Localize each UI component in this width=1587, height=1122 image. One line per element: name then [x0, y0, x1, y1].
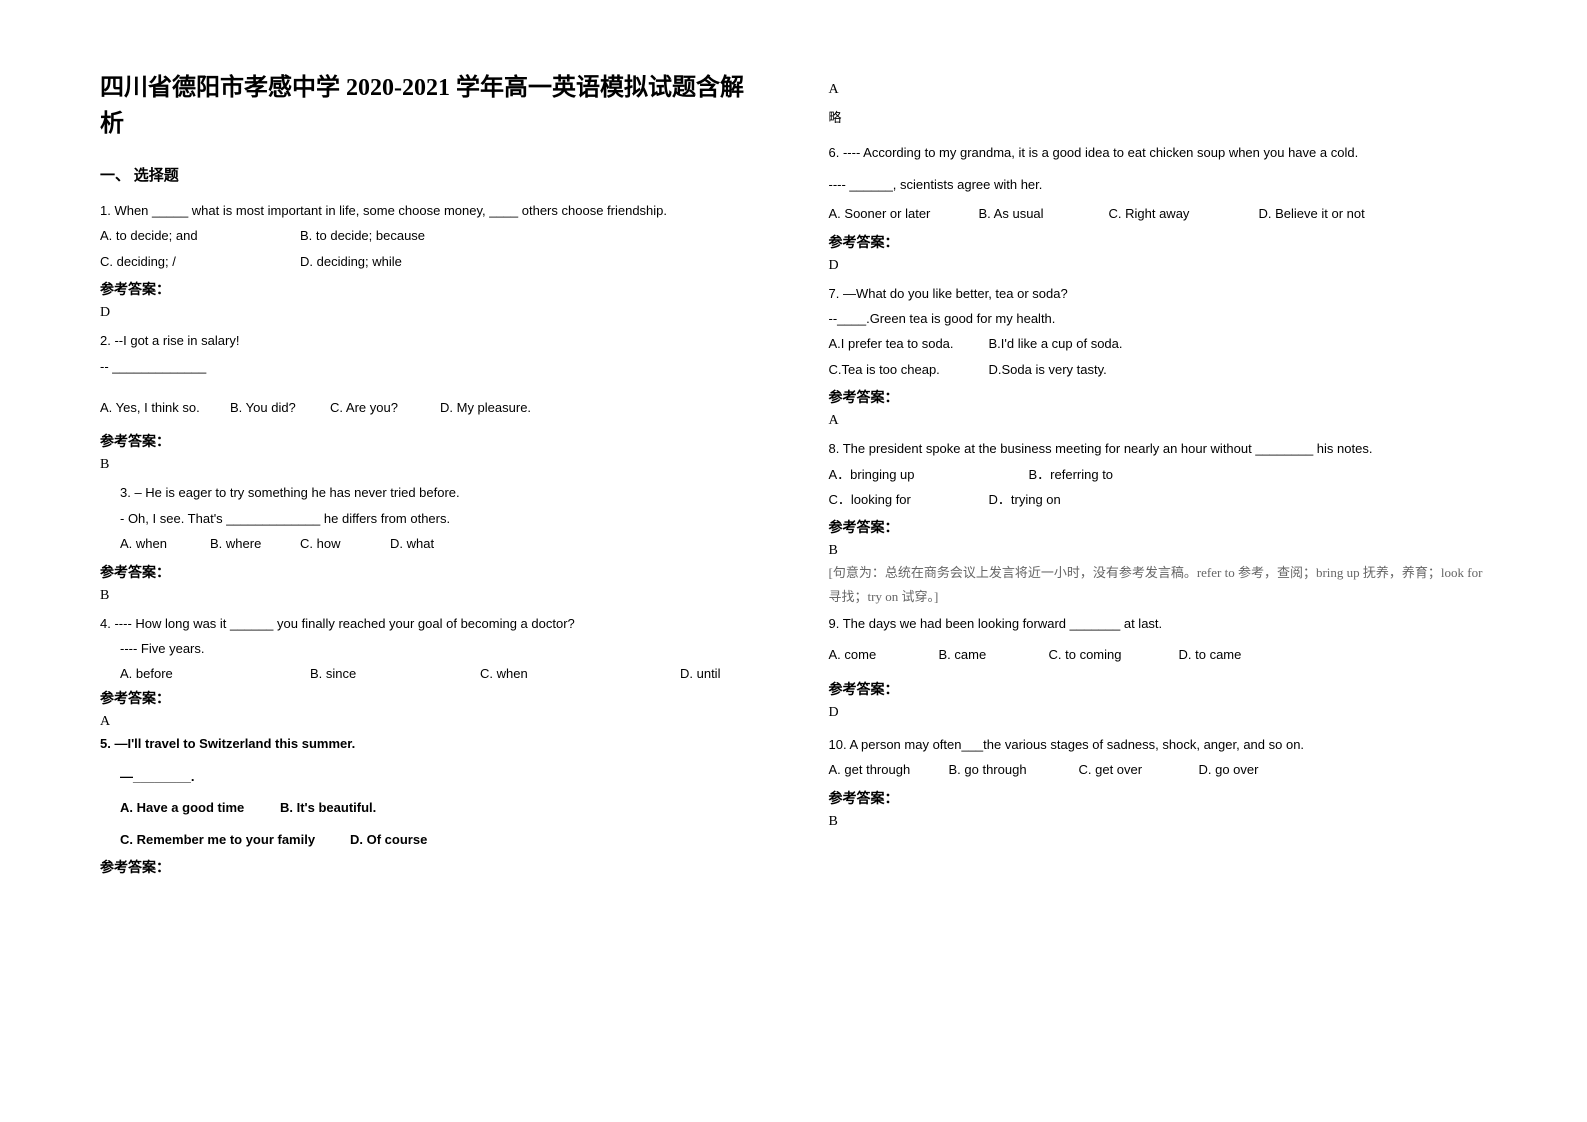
answer-label: 参考答案：	[829, 232, 1488, 252]
answer-label: 参考答案：	[100, 688, 759, 708]
q5-D: D. Of course	[350, 828, 427, 851]
answer-label: 参考答案：	[829, 788, 1488, 808]
q9-B: B. came	[939, 643, 1049, 666]
q6-A: A. Sooner or later	[829, 202, 979, 225]
q10-stem: 10. A person may often___the various sta…	[829, 733, 1488, 756]
main-title: 四川省德阳市孝感中学 2020-2021 学年高一英语模拟试题含解析	[100, 70, 759, 142]
q2-D: D. My pleasure.	[440, 396, 531, 419]
q2-opts: A. Yes, I think so. B. You did? C. Are y…	[100, 396, 759, 419]
q2-line2: -- _____________	[100, 355, 759, 378]
q9-stem: 9. The days we had been looking forward …	[829, 612, 1488, 635]
q8-answer: B	[829, 543, 1488, 559]
q2-line1: 2. --I got a rise in salary!	[100, 329, 759, 352]
q4-A: A. before	[120, 662, 310, 685]
q8-B: B．referring to	[1029, 463, 1114, 486]
q2-A: A. Yes, I think so.	[100, 396, 230, 419]
q6-D: D. Believe it or not	[1259, 202, 1365, 225]
q3-line1: 3. – He is eager to try something he has…	[100, 481, 759, 504]
q4-line2: ---- Five years.	[100, 637, 759, 660]
q10-answer: B	[829, 814, 1488, 830]
q10-A: A. get through	[829, 758, 949, 781]
q5-answer: A	[829, 82, 1488, 98]
q7-line2: --____.Green tea is good for my health.	[829, 307, 1488, 330]
q4-C: C. when	[480, 662, 680, 685]
q3-B: B. where	[210, 532, 300, 555]
q7-A: A.I prefer tea to soda.	[829, 332, 989, 355]
q6-answer: D	[829, 258, 1488, 274]
q8-stem: 8. The president spoke at the business m…	[829, 437, 1488, 460]
answer-label: 参考答案：	[829, 387, 1488, 407]
q4-line1: 4. ---- How long was it ______ you final…	[100, 612, 759, 635]
q7-answer: A	[829, 413, 1488, 429]
q3-line2: - Oh, I see. That's _____________ he dif…	[100, 507, 759, 530]
q4-D: D. until	[680, 662, 720, 685]
q1-stem: 1. When _____ what is most important in …	[100, 199, 759, 222]
q3-C: C. how	[300, 532, 390, 555]
q5-opts-row2: C. Remember me to your family D. Of cour…	[100, 828, 759, 851]
q7-C: C.Tea is too cheap.	[829, 358, 989, 381]
q6-line1: 6. ---- According to my grandma, it is a…	[829, 141, 1488, 164]
q6-C: C. Right away	[1109, 202, 1259, 225]
q3-opts: A. when B. where C. how D. what	[100, 532, 759, 555]
q7-line1: 7. —What do you like better, tea or soda…	[829, 282, 1488, 305]
q1-A: A. to decide; and	[100, 224, 300, 247]
answer-label: 参考答案：	[100, 279, 759, 299]
answer-label: 参考答案：	[100, 562, 759, 582]
q5-extra: 略	[829, 106, 1488, 129]
q8-opts-row2: C．looking for D．trying on	[829, 488, 1488, 511]
q8-A: A．bringing up	[829, 463, 1029, 486]
q9-answer: D	[829, 705, 1488, 721]
q4-answer: A	[100, 714, 759, 730]
q5-line1: 5. —I'll travel to Switzerland this summ…	[100, 732, 759, 755]
q1-D: D. deciding; while	[300, 250, 402, 273]
q6-line2: ---- ______, scientists agree with her.	[829, 173, 1488, 196]
q1-B: B. to decide; because	[300, 224, 425, 247]
q1-C: C. deciding; /	[100, 250, 300, 273]
q5-A: A. Have a good time	[120, 796, 280, 819]
q6-B: B. As usual	[979, 202, 1109, 225]
q4-opts: A. before B. since C. when D. until	[100, 662, 759, 685]
q7-opts-row1: A.I prefer tea to soda. B.I'd like a cup…	[829, 332, 1488, 355]
q1-opts-row1: A. to decide; and B. to decide; because	[100, 224, 759, 247]
q5-C: C. Remember me to your family	[120, 828, 350, 851]
q2-C: C. Are you?	[330, 396, 440, 419]
q2-B: B. You did?	[230, 396, 330, 419]
q8-opts-row1: A．bringing up B．referring to	[829, 463, 1488, 486]
q10-C: C. get over	[1079, 758, 1199, 781]
q3-D: D. what	[390, 532, 434, 555]
answer-label: 参考答案：	[829, 679, 1488, 699]
answer-label: 参考答案：	[829, 517, 1488, 537]
q5-B: B. It's beautiful.	[280, 796, 376, 819]
q9-A: A. come	[829, 643, 939, 666]
q1-opts-row2: C. deciding; / D. deciding; while	[100, 250, 759, 273]
q1-answer: D	[100, 305, 759, 321]
q9-opts: A. come B. came C. to coming D. to came	[829, 643, 1488, 666]
q9-C: C. to coming	[1049, 643, 1179, 666]
q9-D: D. to came	[1179, 643, 1242, 666]
q6-opts: A. Sooner or later B. As usual C. Right …	[829, 202, 1488, 225]
q7-D: D.Soda is very tasty.	[989, 358, 1107, 381]
q3-A: A. when	[120, 532, 210, 555]
title-block: 四川省德阳市孝感中学 2020-2021 学年高一英语模拟试题含解析	[100, 70, 759, 142]
q7-B: B.I'd like a cup of soda.	[989, 332, 1123, 355]
section-heading: 一、 选择题	[100, 164, 759, 185]
answer-label: 参考答案：	[100, 857, 759, 877]
q8-D: D．trying on	[989, 488, 1061, 511]
q7-opts-row2: C.Tea is too cheap. D.Soda is very tasty…	[829, 358, 1488, 381]
answer-label: 参考答案：	[100, 431, 759, 451]
q10-B: B. go through	[949, 758, 1079, 781]
q10-opts: A. get through B. go through C. get over…	[829, 758, 1488, 781]
q10-D: D. go over	[1199, 758, 1259, 781]
left-column: 四川省德阳市孝感中学 2020-2021 学年高一英语模拟试题含解析 一、 选择…	[100, 70, 759, 1102]
q5-opts-row1: A. Have a good time B. It's beautiful.	[100, 796, 759, 819]
q8-explain: [句意为：总统在商务会议上发言将近一小时，没有参考发言稿。refer to 参考…	[829, 561, 1488, 608]
q8-C: C．looking for	[829, 488, 989, 511]
q2-answer: B	[100, 457, 759, 473]
q3-answer: B	[100, 588, 759, 604]
q4-B: B. since	[310, 662, 480, 685]
right-column: A 略 6. ---- According to my grandma, it …	[829, 70, 1488, 1102]
q5-line2: —________.	[100, 765, 759, 788]
